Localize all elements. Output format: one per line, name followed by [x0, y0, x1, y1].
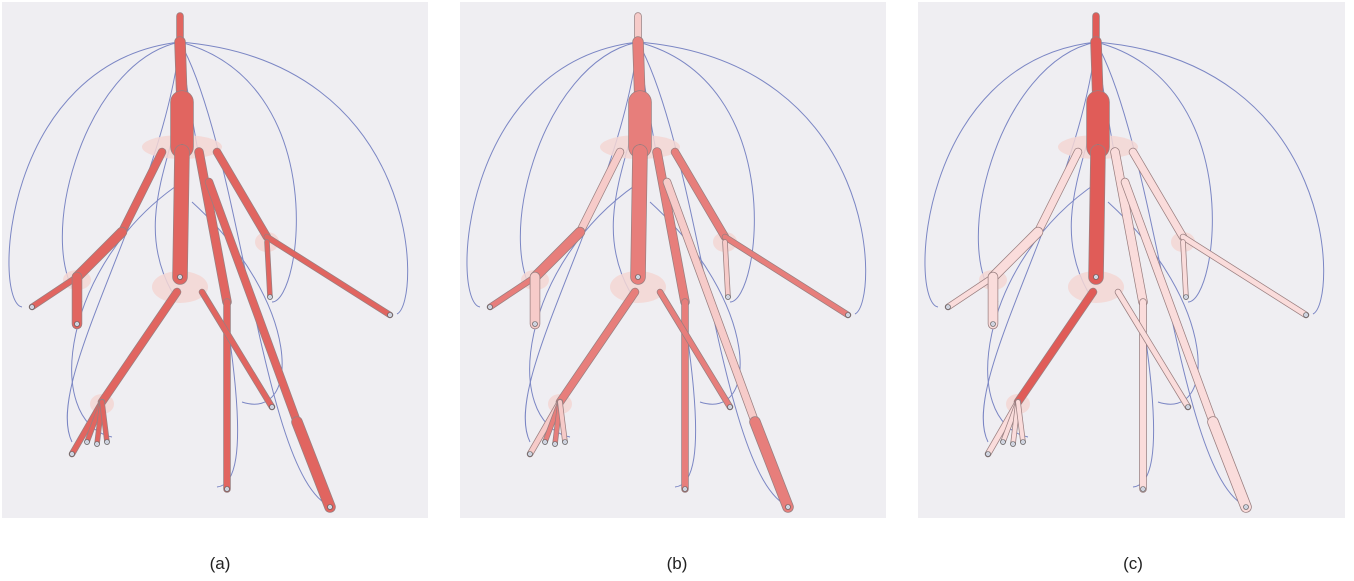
joint — [70, 452, 75, 457]
joint — [786, 505, 791, 510]
joint — [488, 305, 493, 310]
panel-label: (c) — [1123, 554, 1143, 573]
joint — [328, 505, 333, 510]
joint — [1011, 442, 1016, 447]
joint — [563, 440, 568, 445]
joint — [268, 295, 273, 300]
joint — [1244, 505, 1249, 510]
joint — [846, 313, 851, 318]
joint — [528, 452, 533, 457]
panel-label: (b) — [667, 554, 688, 573]
joint — [543, 440, 548, 445]
bone — [638, 152, 640, 277]
joint — [178, 275, 183, 280]
joint — [636, 275, 641, 280]
joint — [1021, 440, 1026, 445]
joint — [95, 442, 100, 447]
joint — [270, 405, 275, 410]
joint — [533, 322, 538, 327]
joint — [1184, 295, 1189, 300]
joint — [1186, 405, 1191, 410]
joint — [105, 440, 110, 445]
joint — [986, 452, 991, 457]
bone — [180, 152, 182, 277]
joint — [946, 305, 951, 310]
joint — [683, 487, 688, 492]
figure: (a) (b) (c) — [0, 0, 1354, 581]
joint — [85, 440, 90, 445]
joint — [1141, 487, 1146, 492]
joint — [1001, 440, 1006, 445]
joint — [30, 305, 35, 310]
joint — [553, 442, 558, 447]
joint — [728, 405, 733, 410]
joint — [991, 322, 996, 327]
panel-label: (a) — [210, 554, 231, 573]
joint — [225, 487, 230, 492]
joint — [75, 322, 80, 327]
joint — [726, 295, 731, 300]
joint — [1304, 313, 1309, 318]
joint — [1094, 275, 1099, 280]
joint — [388, 313, 393, 318]
bone — [1096, 152, 1098, 277]
